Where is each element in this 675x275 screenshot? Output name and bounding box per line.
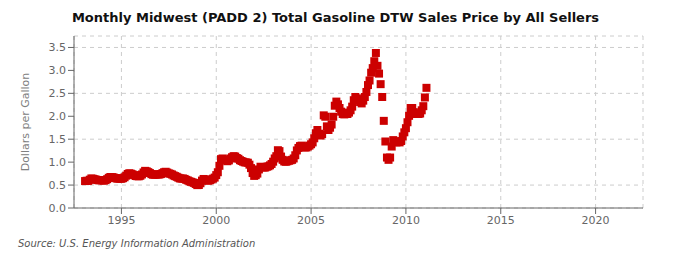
svg-text:0.5: 0.5 [49, 179, 67, 192]
svg-text:2.5: 2.5 [49, 87, 67, 100]
html-text:Source: U.S. Energy Informatio: Source: U.S. Energy Information Administ… [18, 238, 256, 249]
svg-text:2020: 2020 [582, 214, 610, 227]
svg-text:2.0: 2.0 [49, 110, 67, 123]
svg-text:2005: 2005 [297, 214, 325, 227]
svg-text:2010: 2010 [392, 214, 420, 227]
svg-text:3.5: 3.5 [49, 41, 67, 54]
svg-text:1995: 1995 [107, 214, 135, 227]
svg-text:2000: 2000 [202, 214, 230, 227]
svg-text:0.0: 0.0 [49, 202, 67, 215]
svg-text:3.0: 3.0 [49, 64, 67, 77]
html-text:Monthly Midwest (PADD 2) Total: Monthly Midwest (PADD 2) Total Gasoline … [71, 10, 600, 25]
svg-text:1.5: 1.5 [49, 133, 67, 146]
svg-text:1.0: 1.0 [49, 156, 67, 169]
svg-text:Dollars per Gallon: Dollars per Gallon [19, 73, 32, 172]
svg-text:2015: 2015 [487, 214, 515, 227]
